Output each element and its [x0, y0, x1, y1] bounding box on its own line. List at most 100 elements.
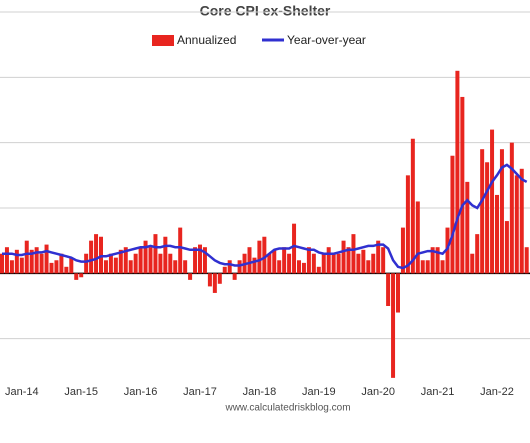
bar	[311, 253, 316, 274]
bar	[272, 249, 277, 274]
bar	[410, 138, 415, 274]
bar	[94, 234, 99, 274]
x-tick-label: Jan-17	[183, 386, 217, 398]
bar	[440, 260, 445, 274]
bar	[297, 260, 301, 274]
bar	[79, 273, 84, 278]
bar	[232, 273, 237, 280]
bar	[158, 253, 163, 274]
bar	[405, 175, 410, 274]
bar	[485, 162, 490, 274]
bar	[212, 273, 217, 293]
bar	[193, 247, 198, 274]
x-tick-label: Jan-21	[421, 386, 455, 398]
bar	[89, 240, 94, 274]
bar	[420, 260, 425, 274]
bar	[346, 247, 351, 274]
bar	[39, 253, 44, 274]
bar	[396, 273, 400, 313]
bar	[29, 249, 34, 274]
bar	[504, 221, 509, 274]
bar	[217, 273, 222, 284]
bar	[54, 260, 59, 274]
bar	[519, 168, 524, 274]
bar	[435, 247, 440, 274]
bar	[148, 247, 153, 274]
bar	[425, 260, 430, 274]
bar	[143, 240, 148, 274]
bar	[450, 155, 455, 274]
bar	[376, 240, 381, 274]
bar	[133, 253, 138, 274]
bar	[524, 247, 529, 274]
bar	[391, 273, 396, 378]
bar	[69, 257, 74, 274]
bar	[351, 234, 356, 274]
x-tick-label: Jan-20	[361, 386, 395, 398]
bar	[188, 273, 193, 280]
bar	[123, 247, 128, 274]
x-tick-label: Jan-18	[243, 386, 277, 398]
bar	[44, 244, 49, 274]
bar	[292, 223, 297, 274]
x-tick-label: Jan-15	[64, 386, 98, 398]
bar	[153, 234, 158, 274]
bar	[465, 181, 470, 274]
chart-title: Core CPI ex-Shelter	[200, 3, 331, 19]
bar	[480, 149, 485, 274]
x-tick-label: Jan-16	[124, 386, 158, 398]
bar	[118, 249, 123, 274]
bar	[202, 247, 207, 274]
bar	[198, 244, 202, 274]
bar	[19, 257, 24, 274]
bar	[128, 260, 133, 274]
bar	[470, 253, 475, 274]
bar	[282, 247, 287, 274]
bar	[475, 234, 480, 274]
bar	[366, 260, 371, 274]
bar	[455, 70, 460, 274]
bar	[495, 194, 499, 274]
bar	[326, 247, 331, 274]
bar	[371, 253, 376, 274]
bar	[321, 253, 326, 274]
bar	[9, 260, 14, 274]
legend-label: Annualized	[177, 33, 236, 47]
bar	[287, 253, 292, 274]
bar	[490, 129, 495, 274]
bar	[173, 260, 178, 274]
bar	[178, 227, 183, 274]
bar	[341, 240, 346, 274]
bar	[207, 273, 212, 287]
bar	[24, 240, 29, 274]
bar	[108, 253, 113, 274]
bar	[386, 273, 391, 306]
bar	[49, 262, 54, 274]
bar	[277, 260, 282, 274]
bar	[262, 236, 267, 274]
bar	[99, 236, 103, 274]
bar	[0, 253, 4, 274]
x-tick-label: Jan-22	[480, 386, 514, 398]
bar	[4, 247, 9, 274]
bar	[138, 247, 143, 274]
bar	[514, 175, 519, 274]
bar	[267, 253, 272, 274]
bar	[430, 247, 435, 274]
bar	[331, 253, 336, 274]
bar	[301, 262, 306, 274]
bar	[64, 266, 69, 274]
bar	[400, 227, 405, 274]
bar	[381, 247, 386, 274]
bar	[168, 253, 173, 274]
bar	[227, 260, 232, 274]
footer: www.calculatedriskblog.com	[224, 403, 350, 414]
bar	[163, 236, 168, 274]
bar	[361, 249, 366, 274]
bar	[316, 266, 321, 274]
bar	[84, 253, 89, 274]
bar	[14, 249, 19, 274]
bar	[415, 201, 420, 274]
bar	[306, 247, 311, 274]
